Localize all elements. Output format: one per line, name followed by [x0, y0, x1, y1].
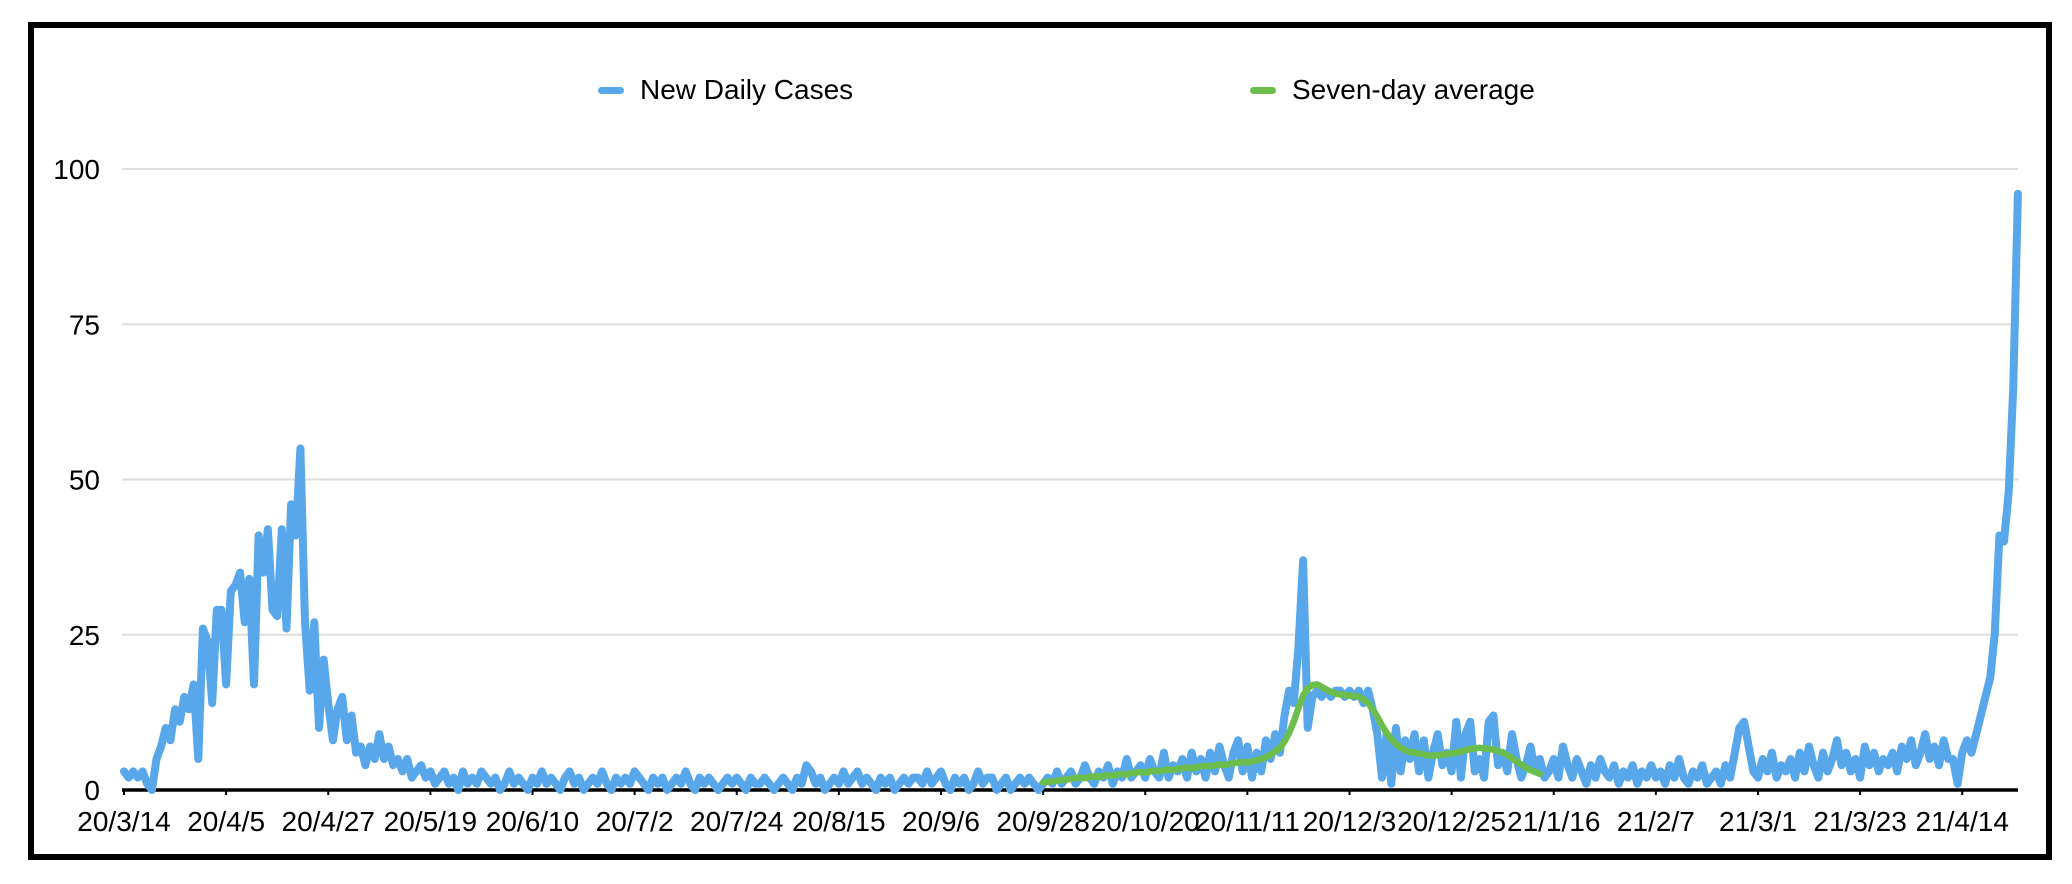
- y-tick-label: 25: [69, 620, 100, 651]
- x-tick-label: 20/12/3: [1303, 806, 1396, 837]
- y-tick-label: 100: [53, 154, 100, 185]
- x-tick-label: 20/10/20: [1091, 806, 1200, 837]
- legend-swatch-seven-day-average-icon: [1250, 86, 1276, 94]
- x-tick-label: 20/12/25: [1397, 806, 1506, 837]
- x-tick-label: 21/3/1: [1719, 806, 1797, 837]
- cases-chart: 0 25 50 75 100 20/3/14 20/4/5 20/4/27 20/5/19 20/…: [53, 154, 2022, 837]
- series-line-new-daily-cases: [120, 189, 2022, 794]
- x-tick-label: 20/4/27: [282, 806, 375, 837]
- series-line-seven-day-average: [1039, 681, 1544, 786]
- y-tick-label: 0: [84, 775, 100, 806]
- legend-item-seven-day-average: Seven-day average: [1250, 72, 1535, 108]
- legend-swatch-new-daily-cases-icon: [598, 86, 624, 94]
- x-tick-label: 20/8/15: [792, 806, 885, 837]
- x-tick-label: 20/4/5: [187, 806, 265, 837]
- x-tick-label: 21/2/7: [1617, 806, 1695, 837]
- legend-item-new-daily-cases: New Daily Cases: [598, 72, 853, 108]
- x-tick-label: 20/9/28: [996, 806, 1089, 837]
- x-tick-label: 21/3/23: [1813, 806, 1906, 837]
- x-tick-label: 20/11/11: [1195, 806, 1300, 837]
- x-tick-label: 20/3/14: [77, 806, 170, 837]
- chart-frame: 0 25 50 75 100 20/3/14 20/4/5 20/4/27 20/5/19 20/…: [28, 22, 2052, 860]
- x-tick-label: 20/7/2: [596, 806, 674, 837]
- legend-label-new-daily-cases: New Daily Cases: [640, 74, 854, 105]
- legend-label-seven-day-average: Seven-day average: [1292, 74, 1535, 105]
- x-tick-label: 20/5/19: [384, 806, 477, 837]
- y-tick-label: 50: [69, 465, 100, 496]
- x-tick-label: 21/1/16: [1507, 806, 1600, 837]
- x-tick-label: 20/7/24: [690, 806, 783, 837]
- x-tick-label: 21/4/14: [1916, 806, 2009, 837]
- x-tick-label: 20/6/10: [486, 806, 579, 837]
- x-tick-label: 20/9/6: [902, 806, 980, 837]
- y-tick-label: 75: [69, 309, 100, 340]
